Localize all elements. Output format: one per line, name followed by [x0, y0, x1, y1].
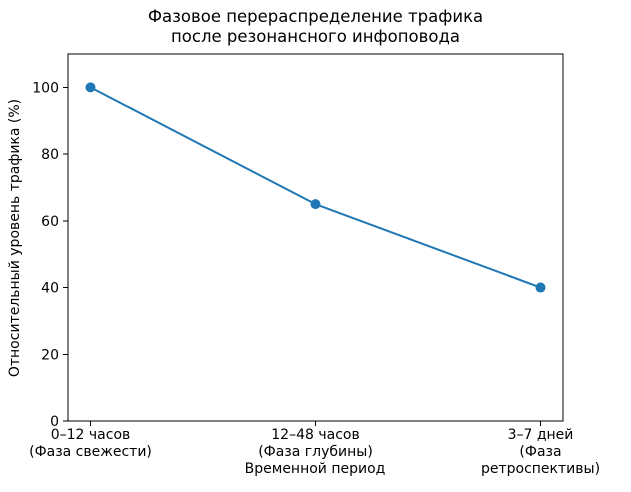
- x-axis-label: Временной период: [244, 461, 386, 477]
- y-tick-label: 100: [32, 80, 59, 96]
- y-tick-label: 60: [41, 214, 59, 230]
- plot-border: [67, 53, 564, 422]
- x-tick-label: 12–48 часов (Фаза глубины): [258, 427, 373, 460]
- data-point: [310, 199, 321, 210]
- y-tick-label: 40: [41, 281, 59, 297]
- x-tick-label: 3–7 дней (Фаза ретроспективы): [480, 427, 601, 477]
- data-point: [535, 282, 546, 293]
- y-tick-label: 80: [41, 147, 59, 163]
- chart-title: Фазовое перераспределение трафика после …: [147, 7, 484, 46]
- data-point: [85, 82, 96, 93]
- y-tick-label: 20: [41, 347, 59, 363]
- y-tick-label: 0: [50, 414, 59, 430]
- data-line: [89, 86, 542, 289]
- x-tick-label: 0–12 часов (Фаза свежести): [29, 427, 152, 460]
